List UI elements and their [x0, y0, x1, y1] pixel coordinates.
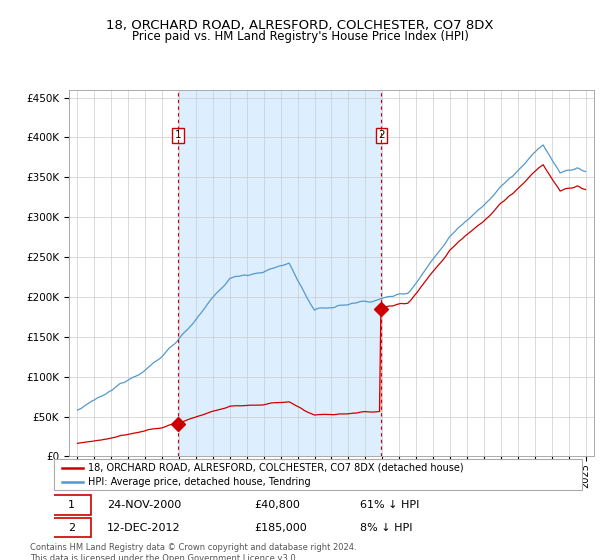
Text: £185,000: £185,000 [254, 522, 307, 533]
Text: 61% ↓ HPI: 61% ↓ HPI [360, 500, 419, 510]
Text: Price paid vs. HM Land Registry's House Price Index (HPI): Price paid vs. HM Land Registry's House … [131, 30, 469, 43]
Text: 18, ORCHARD ROAD, ALRESFORD, COLCHESTER, CO7 8DX: 18, ORCHARD ROAD, ALRESFORD, COLCHESTER,… [106, 18, 494, 32]
Text: HPI: Average price, detached house, Tendring: HPI: Average price, detached house, Tend… [88, 477, 311, 487]
FancyBboxPatch shape [54, 459, 582, 490]
Text: 1: 1 [175, 130, 181, 141]
Bar [178, 90, 382, 456]
Text: 1: 1 [68, 500, 75, 510]
Text: 2: 2 [378, 130, 385, 141]
Text: 12-DEC-2012: 12-DEC-2012 [107, 522, 181, 533]
FancyBboxPatch shape [52, 517, 91, 538]
Text: 8% ↓ HPI: 8% ↓ HPI [360, 522, 413, 533]
Text: Contains HM Land Registry data © Crown copyright and database right 2024.
This d: Contains HM Land Registry data © Crown c… [30, 543, 356, 560]
FancyBboxPatch shape [52, 495, 91, 515]
Text: 18, ORCHARD ROAD, ALRESFORD, COLCHESTER, CO7 8DX (detached house): 18, ORCHARD ROAD, ALRESFORD, COLCHESTER,… [88, 463, 464, 473]
Text: 2: 2 [68, 522, 75, 533]
Text: 24-NOV-2000: 24-NOV-2000 [107, 500, 181, 510]
Text: £40,800: £40,800 [254, 500, 301, 510]
